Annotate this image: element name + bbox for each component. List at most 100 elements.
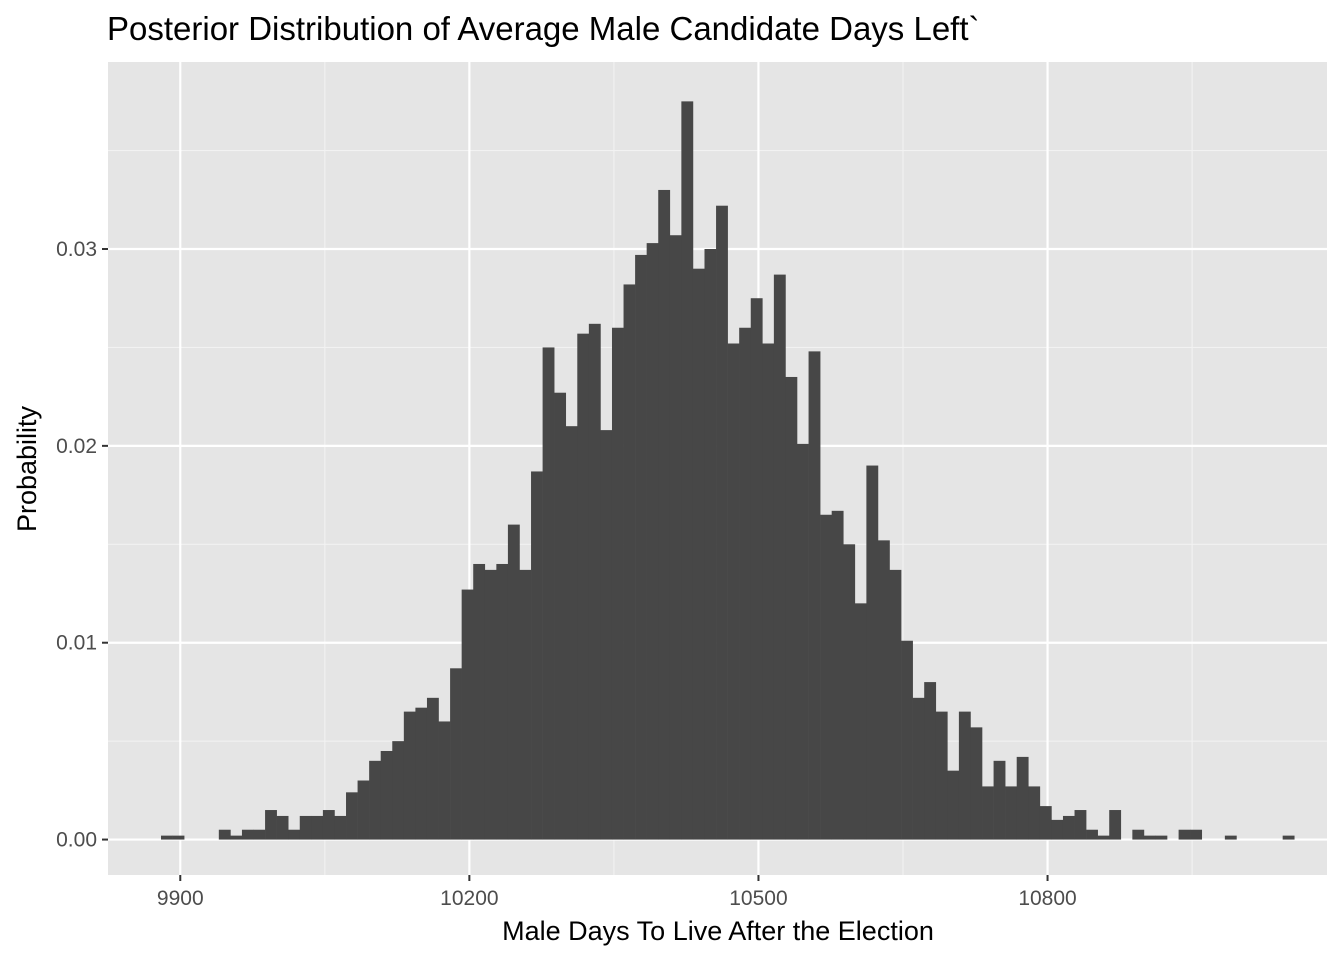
histogram-bar xyxy=(681,101,694,840)
histogram-bar xyxy=(253,829,266,840)
histogram-bar xyxy=(542,347,555,840)
histogram-bar xyxy=(924,682,937,840)
histogram-bar xyxy=(889,569,902,840)
histogram-bar xyxy=(843,544,856,840)
histogram-bar xyxy=(507,524,520,840)
histogram-bar xyxy=(785,376,798,840)
histogram-bar xyxy=(554,392,567,840)
histogram-bar xyxy=(877,540,890,840)
histogram-bar xyxy=(172,835,185,840)
histogram-bar xyxy=(241,829,254,840)
y-axis-title: Probability xyxy=(12,405,42,532)
histogram-bar xyxy=(692,268,705,840)
y-tick-label: 0.00 xyxy=(56,829,97,852)
histogram-bar xyxy=(762,343,775,840)
histogram-bar xyxy=(1039,806,1052,840)
histogram-bar xyxy=(299,815,312,840)
y-tick-label: 0.02 xyxy=(56,435,97,458)
histogram-bar xyxy=(426,697,439,840)
histogram-bar xyxy=(1143,835,1156,840)
histogram-bar xyxy=(1282,835,1295,840)
histogram-bar xyxy=(334,815,347,840)
histogram-bar xyxy=(265,810,277,840)
histogram-bar xyxy=(704,249,717,840)
x-axis-ticks: 9900 10200 10500 10800 xyxy=(157,875,1077,910)
histogram-bar xyxy=(461,589,474,840)
histogram-bar xyxy=(1097,835,1110,840)
histogram-bar xyxy=(392,741,405,840)
histogram-bar xyxy=(577,333,590,840)
histogram-bar xyxy=(531,471,543,840)
histogram-bar xyxy=(970,727,983,840)
histogram-bar xyxy=(1086,829,1098,840)
histogram-bar xyxy=(161,835,173,840)
histogram-bar xyxy=(473,563,486,840)
histogram-bar xyxy=(1016,756,1029,840)
histogram-bar xyxy=(1190,829,1203,840)
histogram-bar xyxy=(808,351,821,840)
histogram-bar xyxy=(415,707,428,840)
histogram-bar xyxy=(912,697,925,840)
histogram-bar xyxy=(635,254,647,840)
histogram-bar xyxy=(288,829,301,840)
histogram-bar xyxy=(901,640,913,840)
x-tick-label: 10800 xyxy=(1018,887,1076,910)
histogram-bar xyxy=(646,243,659,840)
histogram-bar xyxy=(623,284,636,840)
histogram-bars xyxy=(161,101,1295,840)
y-tick-label: 0.03 xyxy=(56,238,97,261)
histogram-bar xyxy=(484,569,497,840)
histogram-bar xyxy=(993,760,1006,840)
y-axis-ticks: 0.00 0.01 0.02 0.03 xyxy=(56,238,108,852)
histogram-bar xyxy=(230,835,243,840)
histogram-bar xyxy=(1028,786,1041,840)
x-axis-title: Male Days To Live After the Election xyxy=(502,916,934,946)
histogram-bar xyxy=(611,327,624,840)
x-tick-label: 9900 xyxy=(157,887,204,910)
histogram-bar xyxy=(496,563,509,840)
histogram-bar xyxy=(403,711,416,840)
histogram-bar xyxy=(450,668,462,840)
histogram-bar xyxy=(565,426,578,840)
histogram-bar xyxy=(1051,819,1064,840)
histogram-bar xyxy=(982,786,994,840)
histogram-bar xyxy=(797,443,809,840)
histogram-bar xyxy=(1074,810,1087,840)
histogram-bar xyxy=(773,274,786,840)
chart-title: Posterior Distribution of Average Male C… xyxy=(107,10,980,47)
histogram-bar xyxy=(669,235,682,840)
histogram-bar xyxy=(346,792,358,840)
histogram-bar xyxy=(311,815,324,840)
histogram-bar xyxy=(831,510,844,840)
histogram-bar xyxy=(357,780,370,840)
histogram-bar xyxy=(1132,829,1145,840)
histogram-bar xyxy=(866,465,879,840)
x-tick-label: 10200 xyxy=(440,887,498,910)
histogram-bar xyxy=(727,343,740,840)
histogram-bar xyxy=(739,327,752,840)
histogram-bar xyxy=(658,189,671,840)
histogram-bar xyxy=(1178,829,1191,840)
histogram-bar xyxy=(519,569,532,840)
histogram-bar xyxy=(369,760,382,840)
histogram-bar xyxy=(1224,835,1237,840)
histogram-bar xyxy=(1062,815,1075,840)
histogram-bar xyxy=(1109,810,1122,840)
histogram-bar xyxy=(947,770,960,840)
histogram-bar xyxy=(854,603,867,840)
histogram-bar xyxy=(380,750,393,840)
histogram-bar xyxy=(276,815,289,840)
histogram-bar xyxy=(1155,835,1168,840)
histogram-bar xyxy=(218,829,231,840)
histogram-bar xyxy=(935,711,948,840)
histogram-bar xyxy=(322,810,335,840)
histogram-bar xyxy=(600,430,613,840)
histogram-bar xyxy=(820,514,832,840)
histogram-bar xyxy=(438,721,451,840)
histogram-bar xyxy=(1005,786,1018,840)
x-tick-label: 10500 xyxy=(729,887,787,910)
histogram-bar xyxy=(716,205,728,840)
histogram-bar xyxy=(958,711,971,840)
y-tick-label: 0.01 xyxy=(56,632,97,655)
